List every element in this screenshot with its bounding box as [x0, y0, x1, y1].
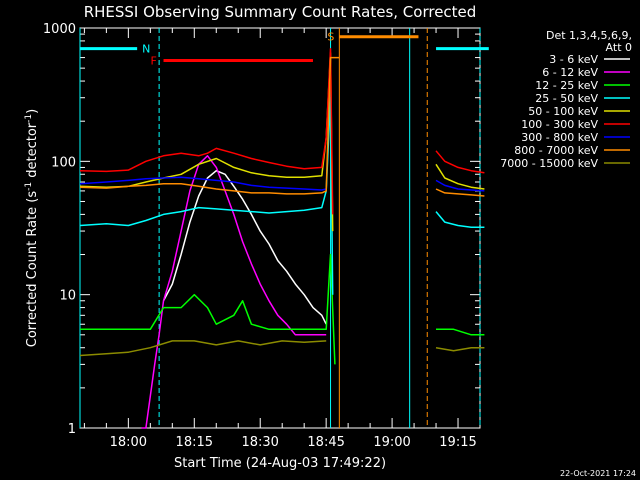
y-axis-label: Corrected Count Rate (s-1 detector-1) [24, 109, 40, 347]
plot-area: 1 10 100 1000 18:00 18:15 18:30 18:45 19:00 19:15… [43, 22, 489, 450]
series-line [435, 163, 485, 190]
legend-entry-label: 25 - 50 keV [535, 92, 598, 105]
series-line [79, 96, 334, 295]
legend-entry-label: 3 - 6 keV [549, 53, 598, 66]
series-line [79, 56, 340, 195]
series-line [80, 253, 336, 365]
footer-timestamp: 22-Oct-2021 17:24 [560, 469, 636, 478]
series-line [435, 211, 485, 229]
plot-frame [79, 27, 481, 429]
series-line [435, 179, 485, 192]
series-line [141, 155, 327, 429]
series-line [79, 340, 327, 357]
y-tick-label: 1 [68, 422, 76, 437]
series-line [79, 52, 334, 232]
y-axis-label-sup2: -1 [24, 114, 34, 123]
y-tick-label: 1000 [43, 22, 76, 37]
legend-entry-label: 12 - 25 keV [535, 79, 598, 92]
x-tick-label: 18:30 [241, 435, 278, 450]
legend-entry-label: 100 - 300 keV [521, 118, 598, 131]
y-axis-label-end: ) [25, 109, 40, 114]
x-axis-label: Start Time (24-Aug-03 17:49:22) [174, 456, 386, 471]
legend-header-attenuator: Att 0 [606, 41, 632, 54]
series-line [435, 150, 485, 174]
legend-entry-label: 50 - 100 keV [528, 105, 598, 118]
legend-entry-label: 800 - 7000 keV [514, 144, 598, 157]
y-axis-label-sup1: -1 [24, 182, 34, 191]
y-tick-label: 10 [59, 289, 76, 304]
series-line [79, 176, 327, 191]
series-line [436, 328, 485, 336]
legend-entry-label: 7000 - 15000 keV [500, 157, 598, 170]
x-tick-label: 18:45 [307, 435, 344, 450]
chart-title: RHESSI Observing Summary Count Rates, Co… [84, 3, 477, 21]
series-line [435, 188, 485, 197]
legend-entry-label: 6 - 12 keV [542, 66, 598, 79]
x-tick-label: 19:00 [373, 435, 410, 450]
y-axis-label-mid: detector [25, 122, 40, 182]
x-tick-label: 18:15 [176, 435, 213, 450]
series-line [79, 47, 334, 215]
y-axis-label-main: Corrected Count Rate (s [25, 191, 40, 348]
y-tick-label: 100 [51, 155, 76, 170]
flag-label: N [142, 43, 150, 56]
flag-label: F [151, 55, 157, 68]
series-line [435, 346, 485, 352]
x-tick-label: 19:15 [439, 435, 476, 450]
flag-label: S [327, 31, 334, 44]
series-line [162, 169, 327, 325]
legend-entry-label: 300 - 800 keV [521, 131, 598, 144]
legend-header-detectors: Det 1,3,4,5,6,9, [546, 29, 632, 42]
x-tick-label: 18:00 [110, 435, 147, 450]
